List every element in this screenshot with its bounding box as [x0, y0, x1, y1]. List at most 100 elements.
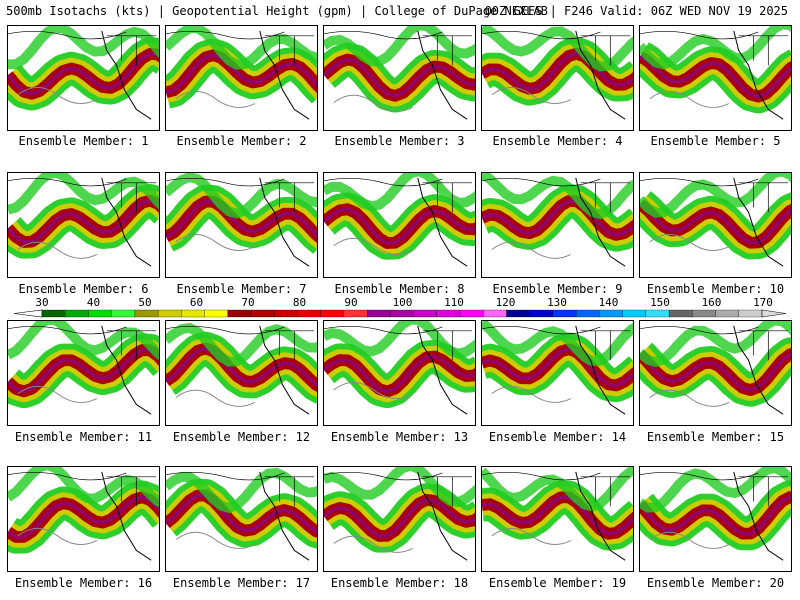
- colorbar: [13, 309, 787, 318]
- jet-stream-map: [640, 26, 791, 120]
- jet-stream-map: [482, 321, 633, 415]
- jet-stream-map: [8, 26, 159, 120]
- jet-stream-map: [324, 321, 475, 415]
- colorbar-tick-label: 60: [189, 296, 204, 309]
- colorbar-swatch-27: [668, 309, 693, 318]
- colorbar-swatch-28: [692, 309, 716, 318]
- map-panel-14: [481, 320, 634, 426]
- colorbar-swatch-8: [227, 309, 252, 318]
- map-panel-17: [165, 466, 318, 572]
- colorbar-swatch-23: [576, 309, 600, 318]
- colorbar-swatch-18: [459, 309, 484, 318]
- colorbar-swatch-1: [65, 309, 89, 318]
- colorbar-swatch-13: [343, 309, 368, 318]
- colorbar-right-arrow: [761, 309, 787, 318]
- member-caption-4: Ensemble Member: 4: [492, 134, 623, 148]
- colorbar-tick-label: 140: [598, 296, 619, 309]
- colorbar-swatch-30: [738, 309, 763, 318]
- member-caption-12: Ensemble Member: 12: [172, 430, 311, 444]
- map-panel-20: [639, 466, 792, 572]
- colorbar-swatch-24: [599, 309, 623, 318]
- jet-stream-map: [8, 321, 159, 415]
- colorbar-swatch-14: [367, 309, 391, 318]
- colorbar-tick-label: 100: [392, 296, 413, 309]
- member-caption-9: Ensemble Member: 9: [492, 282, 623, 296]
- colorbar-tick-label: 160: [701, 296, 722, 309]
- colorbar-swatch-11: [297, 309, 321, 318]
- colorbar-tick-label: 90: [344, 296, 358, 309]
- jet-stream-map: [166, 173, 317, 267]
- colorbar-swatch-25: [622, 309, 647, 318]
- member-caption-15: Ensemble Member: 15: [646, 430, 785, 444]
- member-caption-1: Ensemble Member: 1: [18, 134, 149, 148]
- jet-stream-map: [640, 173, 791, 267]
- colorbar-tick-label: 70: [241, 296, 255, 309]
- jet-stream-map: [640, 321, 791, 415]
- colorbar-swatch-6: [181, 309, 205, 318]
- map-panel-10: [639, 172, 792, 278]
- map-panel-6: [7, 172, 160, 278]
- map-panel-7: [165, 172, 318, 278]
- jet-stream-map: [166, 26, 317, 120]
- map-panel-12: [165, 320, 318, 426]
- member-caption-20: Ensemble Member: 20: [646, 576, 785, 590]
- colorbar-swatch-12: [320, 309, 345, 318]
- colorbar-tick-label: 30: [35, 296, 49, 309]
- member-caption-19: Ensemble Member: 19: [488, 576, 627, 590]
- jet-stream-map: [482, 26, 633, 120]
- jet-stream-map: [166, 467, 317, 561]
- colorbar-swatch-3: [111, 309, 136, 318]
- member-caption-3: Ensemble Member: 3: [334, 134, 465, 148]
- colorbar-tick-label: 110: [444, 296, 464, 309]
- jet-stream-map: [166, 322, 317, 415]
- colorbar-swatch-22: [552, 309, 577, 318]
- member-caption-2: Ensemble Member: 2: [176, 134, 307, 148]
- member-caption-13: Ensemble Member: 13: [330, 430, 469, 444]
- jet-stream-map: [324, 467, 475, 561]
- map-panel-19: [481, 466, 634, 572]
- colorbar-swatch-5: [157, 309, 182, 318]
- jet-stream-map: [8, 467, 159, 561]
- colorbar-tick-label: 170: [753, 296, 773, 309]
- jet-stream-map: [640, 467, 791, 561]
- map-panel-1: [7, 25, 160, 131]
- colorbar-swatch-10: [274, 309, 298, 318]
- colorbar-left-arrow: [13, 309, 43, 318]
- colorbar-swatch-15: [390, 309, 414, 318]
- colorbar-tick-label: 150: [650, 296, 670, 309]
- member-caption-14: Ensemble Member: 14: [488, 430, 627, 444]
- colorbar-swatch-29: [715, 309, 739, 318]
- colorbar-swatch-21: [529, 309, 554, 318]
- colorbar-swatch-2: [88, 309, 112, 318]
- colorbar-swatch-7: [204, 309, 228, 318]
- map-panel-16: [7, 466, 160, 572]
- colorbar-swatch-19: [483, 309, 507, 318]
- member-caption-10: Ensemble Member: 10: [646, 282, 785, 296]
- map-panel-8: [323, 172, 476, 278]
- header-run-info: 00Z GEFS | F246 Valid: 06Z WED NOV 19 20…: [484, 4, 788, 18]
- header-title: 500mb Isotachs (kts) | Geopotential Heig…: [6, 4, 548, 18]
- member-caption-8: Ensemble Member: 8: [334, 282, 465, 296]
- jet-stream-map: [8, 173, 159, 267]
- colorbar-swatch-20: [506, 309, 530, 318]
- colorbar-swatch-16: [413, 309, 437, 318]
- colorbar-tick-label: 80: [292, 296, 307, 309]
- jet-stream-map: [482, 173, 633, 267]
- jet-stream-map: [482, 467, 633, 561]
- member-caption-17: Ensemble Member: 17: [172, 576, 311, 590]
- member-caption-11: Ensemble Member: 11: [14, 430, 153, 444]
- colorbar-tick-label: 40: [86, 296, 101, 309]
- map-panel-2: [165, 25, 318, 131]
- colorbar-tick-label: 50: [138, 296, 152, 309]
- member-caption-18: Ensemble Member: 18: [330, 576, 469, 590]
- member-caption-16: Ensemble Member: 16: [14, 576, 153, 590]
- map-panel-11: [7, 320, 160, 426]
- map-panel-9: [481, 172, 634, 278]
- map-panel-5: [639, 25, 792, 131]
- map-panel-15: [639, 320, 792, 426]
- colorbar-swatch-4: [134, 309, 159, 318]
- map-panel-4: [481, 25, 634, 131]
- colorbar-swatch-17: [436, 309, 461, 318]
- colorbar-tick-label: 120: [495, 296, 516, 309]
- colorbar-swatch-9: [250, 309, 275, 318]
